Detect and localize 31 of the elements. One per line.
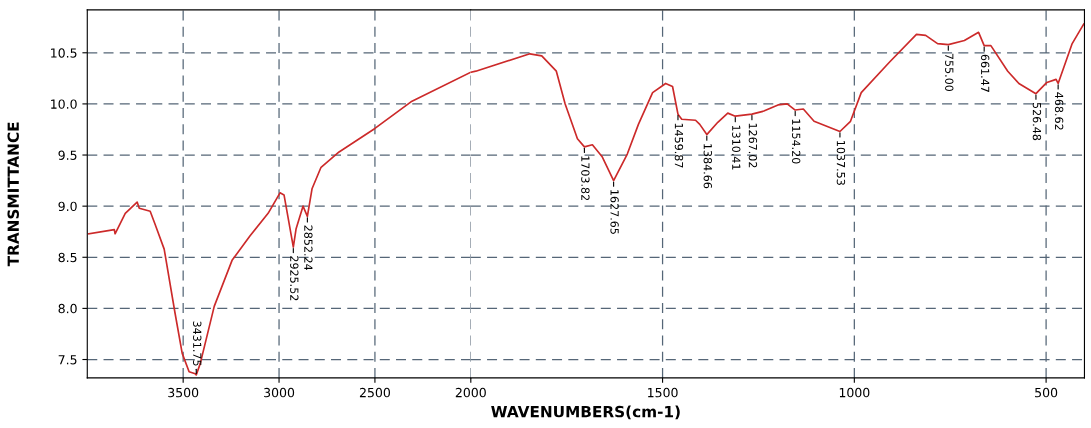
y-tick-label: 9.5 [58,150,77,160]
y-tick-label: 8.5 [58,252,77,263]
annotation: 1037.53 [836,141,846,185]
x-tick-label: 500 [1035,387,1058,398]
annotation: 661.47 [980,54,990,92]
annotation: 3431.75 [193,321,202,366]
annotation: 468.62 [1054,92,1064,130]
annotation: 1154.20 [791,119,801,164]
y-tick-label: 10.0 [51,99,77,109]
x-tick-label: 2000 [455,387,486,398]
x-tick-label: 3500 [168,387,199,398]
x-axis-title: WAVENUMBERS(cm-1) [491,405,680,420]
y-tick-label: 10.5 [51,48,77,58]
y-tick-label: 9.0 [58,201,77,212]
x-tick-label: 2500 [359,387,390,398]
x-tick-label: 1000 [839,387,870,398]
annotation: 1627.65 [610,190,619,234]
annotation: 1310.41 [732,125,741,170]
y-tick-label: 8.0 [58,303,77,314]
annotation: 1384.66 [703,144,712,189]
x-tick-label: 3000 [264,387,295,398]
y-axis-title: TRANSMITTANCE [7,122,19,267]
y-tick-label: 7.5 [58,355,77,365]
annotation: 1703.82 [581,156,590,201]
annotation: 2852.24 [304,225,313,271]
annotation: 1267.02 [748,123,758,168]
annotation: 526.48 [1032,102,1042,141]
annotation: 755.00 [945,53,954,92]
annotation: 2925.52 [290,256,299,301]
annotation: 1459.87 [674,123,684,168]
x-tick-label: 1500 [648,387,678,398]
